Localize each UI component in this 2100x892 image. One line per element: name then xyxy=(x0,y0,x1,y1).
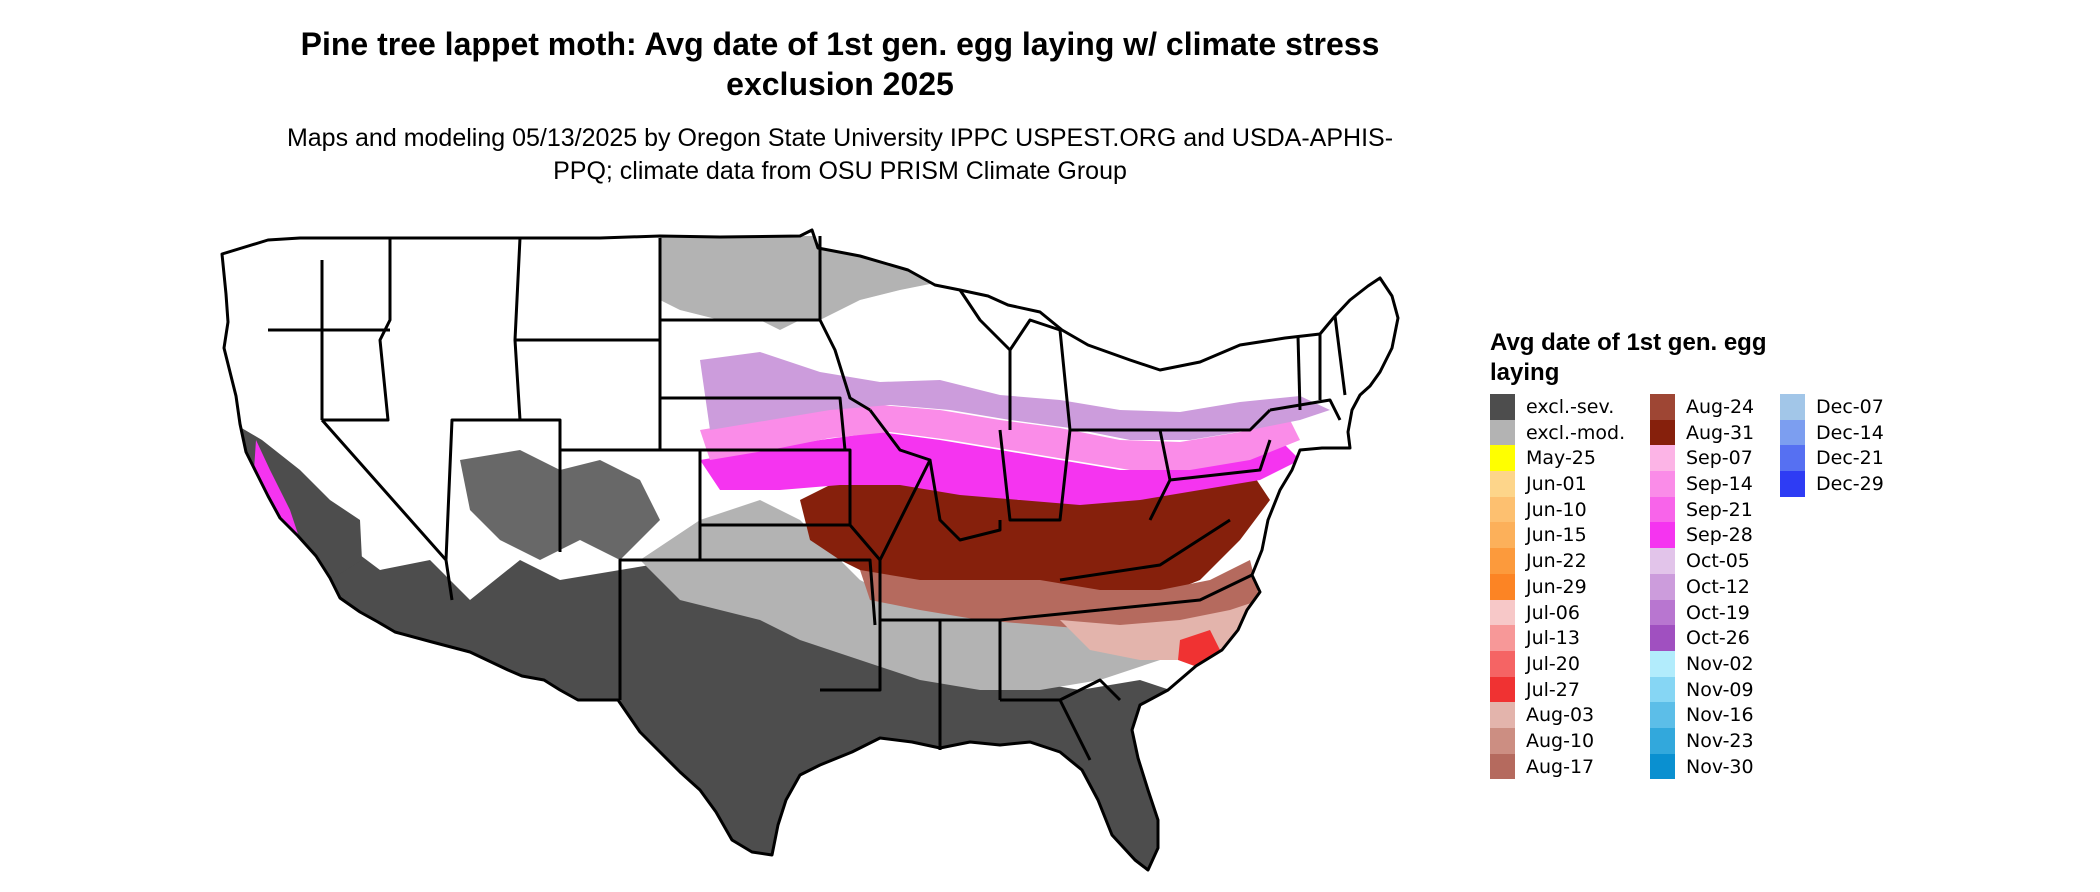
legend-swatch xyxy=(1490,676,1515,703)
legend-swatch xyxy=(1490,419,1515,446)
legend-label: Sep-28 xyxy=(1686,524,1753,547)
legend-swatch xyxy=(1490,496,1515,523)
legend-label: Dec-21 xyxy=(1816,447,1884,470)
west-pink-fringe xyxy=(254,440,300,545)
legend-swatch xyxy=(1490,471,1515,497)
excl-moderate-zone xyxy=(640,500,1200,690)
legend-swatch xyxy=(1650,702,1675,728)
legend-label: Dec-14 xyxy=(1816,421,1884,444)
legend-swatch xyxy=(1490,445,1515,472)
legend-swatch xyxy=(1650,625,1675,651)
legend-label: Sep-14 xyxy=(1686,473,1753,496)
legend-label: excl.-sev. xyxy=(1526,396,1615,418)
map-subtitle: Maps and modeling 05/13/2025 by Oregon S… xyxy=(286,124,1394,185)
legend-swatch xyxy=(1650,445,1675,472)
legend-swatch xyxy=(1650,471,1675,497)
map-title: Pine tree lappet moth: Avg date of 1st g… xyxy=(300,26,1380,102)
legend-swatch xyxy=(1650,548,1675,574)
legend-label: Aug-24 xyxy=(1686,396,1755,418)
legend-label: Nov-09 xyxy=(1686,678,1754,701)
legend-label: Nov-23 xyxy=(1686,729,1754,752)
legend-title: Avg date of 1st gen. egg laying xyxy=(1490,329,1767,386)
oct-band xyxy=(700,352,1330,440)
legend-swatch xyxy=(1490,548,1515,574)
legend-label: Jun-22 xyxy=(1526,550,1587,573)
legend-swatch xyxy=(1490,573,1515,600)
legend-label: Aug-31 xyxy=(1686,421,1755,444)
legend-swatch xyxy=(1490,625,1515,651)
legend-label: Jun-15 xyxy=(1526,524,1587,547)
legend: excl.-sev. excl.-mod. May-25 Jun-01 Jun-10 Ju… xyxy=(1490,394,1990,794)
legend-label: Jun-10 xyxy=(1526,498,1587,521)
legend-label: Jul-27 xyxy=(1526,678,1580,701)
legend-swatch xyxy=(1650,573,1675,600)
legend-label: Nov-16 xyxy=(1686,704,1754,727)
legend-label: Oct-12 xyxy=(1686,575,1750,598)
legend-swatch xyxy=(1780,471,1805,497)
legend-swatch xyxy=(1650,394,1675,420)
legend-swatch xyxy=(1650,676,1675,703)
legend-swatch xyxy=(1650,650,1675,677)
legend-swatch xyxy=(1490,753,1515,780)
legend-label: Nov-30 xyxy=(1686,755,1754,778)
legend-label: excl.-mod. xyxy=(1526,421,1626,444)
legend-label: Nov-02 xyxy=(1686,652,1754,675)
legend-label: Dec-29 xyxy=(1816,473,1884,496)
us-map xyxy=(220,228,1400,872)
aug-band-light xyxy=(860,560,1260,630)
legend-swatch xyxy=(1650,753,1675,780)
legend-swatch xyxy=(1650,599,1675,626)
state-borders xyxy=(220,228,1400,872)
legend-label: Sep-07 xyxy=(1686,447,1753,470)
legend-swatch xyxy=(1650,496,1675,523)
legend-label: Aug-17 xyxy=(1526,755,1595,778)
legend-label: Aug-10 xyxy=(1526,729,1595,752)
legend-label: Dec-07 xyxy=(1816,396,1884,418)
legend-label: May-25 xyxy=(1526,447,1596,470)
legend-swatch xyxy=(1780,394,1805,420)
legend-swatch xyxy=(1780,445,1805,472)
legend-swatch xyxy=(1650,727,1675,754)
legend-label: Jun-01 xyxy=(1526,473,1587,496)
legend-swatch xyxy=(1650,522,1675,549)
legend-label: Jul-13 xyxy=(1526,627,1580,650)
legend-label: Jul-06 xyxy=(1526,601,1580,624)
legend-label: Sep-21 xyxy=(1686,498,1753,521)
legend-label: Jun-29 xyxy=(1526,575,1587,598)
legend-label: Jul-20 xyxy=(1526,652,1580,675)
legend-label: Oct-26 xyxy=(1686,627,1750,650)
legend-swatch xyxy=(1490,727,1515,754)
legend-swatch xyxy=(1490,702,1515,728)
legend-swatch xyxy=(1780,419,1805,446)
legend-swatch xyxy=(1490,650,1515,677)
legend-label: Oct-19 xyxy=(1686,601,1750,624)
legend-swatch xyxy=(1650,419,1675,446)
legend-swatch xyxy=(1490,599,1515,626)
legend-swatch xyxy=(1490,394,1515,420)
legend-label: Oct-05 xyxy=(1686,550,1750,573)
legend-swatch xyxy=(1490,522,1515,549)
legend-label: Aug-03 xyxy=(1526,704,1595,727)
